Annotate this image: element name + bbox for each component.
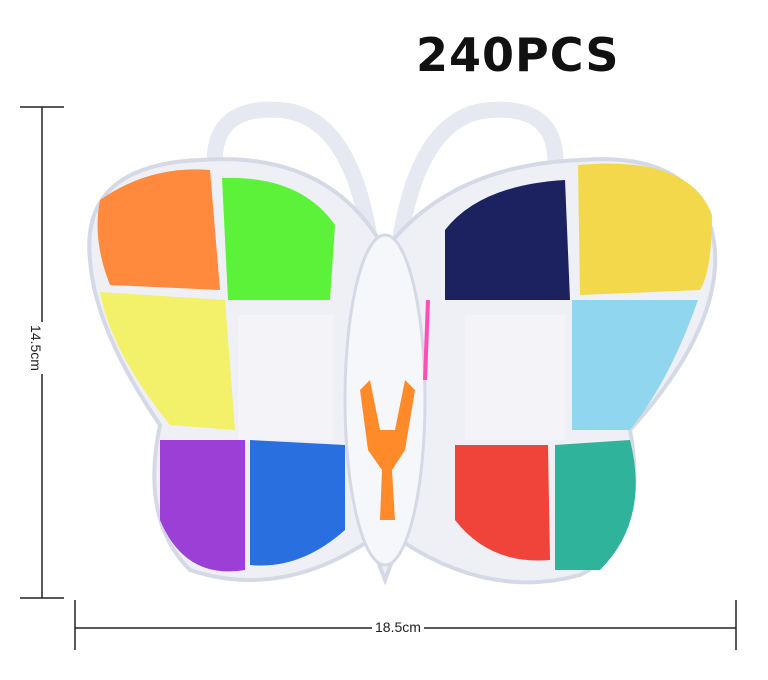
letter-beads-left [238, 315, 333, 440]
navy-bands [445, 180, 570, 300]
width-label: 18.5cm [372, 619, 424, 635]
yellow-beads [100, 292, 235, 430]
left-handle [206, 101, 378, 242]
right-handle [392, 101, 564, 242]
letter-beads-right [465, 315, 565, 440]
hook-tool [423, 299, 430, 381]
orange-bands [97, 169, 220, 290]
teal-yellow-bands [555, 440, 636, 570]
green-bands [222, 177, 335, 300]
yellow-bands [578, 163, 712, 295]
loom-tool [360, 380, 415, 520]
height-label: 14.5cm [27, 322, 44, 374]
red-yellow-bands [455, 445, 550, 561]
center-compartment [343, 233, 427, 567]
blue-bands [250, 440, 345, 566]
purple-bands [160, 440, 245, 572]
piece-count-title: 240PCS [416, 28, 620, 82]
light-blue-beads [572, 300, 698, 430]
